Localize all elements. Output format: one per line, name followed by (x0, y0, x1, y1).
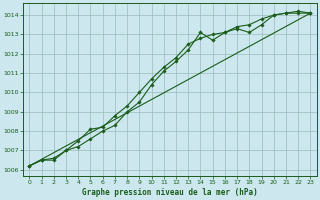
X-axis label: Graphe pression niveau de la mer (hPa): Graphe pression niveau de la mer (hPa) (82, 188, 258, 197)
